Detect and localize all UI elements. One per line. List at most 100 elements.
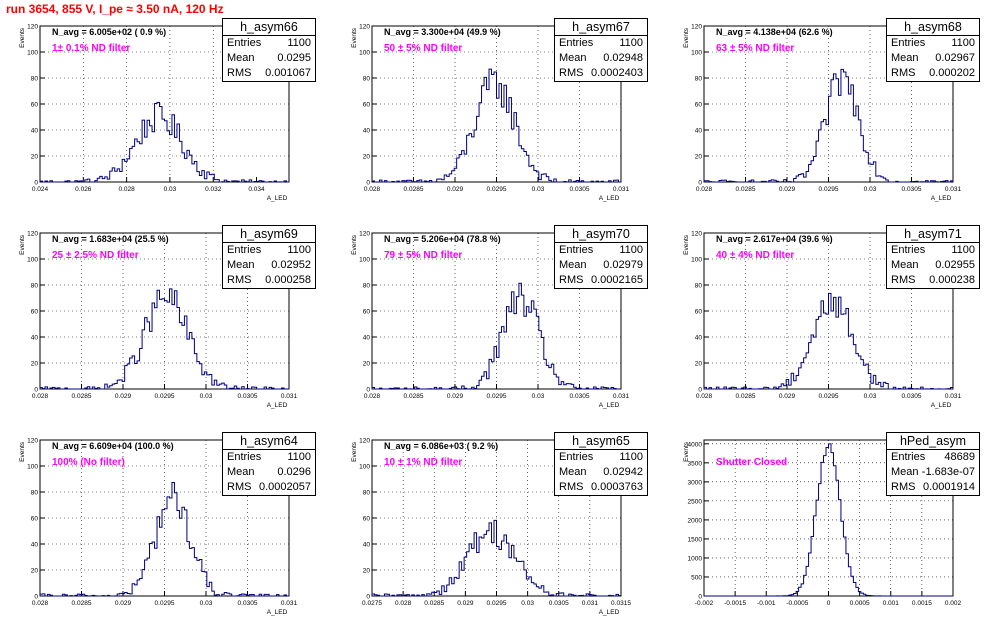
navg-label: N_avg = 3.300e+04 (49.9 %): [384, 27, 501, 37]
y-tick-label: 20: [363, 154, 371, 161]
y-tick-label: 100: [27, 464, 38, 471]
stats-label-rms: RMS: [559, 481, 584, 493]
x-tick-label: -0.0005: [786, 600, 808, 607]
stats-label-rms: RMS: [227, 274, 252, 286]
stats-value-entries: 48689: [944, 451, 975, 463]
stats-label-entries: Entries: [891, 451, 926, 463]
histogram-line: [371, 519, 622, 597]
y-axis-title: Events: [683, 441, 690, 462]
stats-row-rms: RMS 0.001067: [223, 66, 315, 81]
stats-label-mean: Mean: [559, 259, 587, 271]
stats-value-mean: 0.02948: [603, 52, 643, 64]
x-tick-label: 0.031: [281, 600, 298, 607]
x-tick-label: 0.028: [696, 186, 713, 193]
y-axis-title: Events: [19, 234, 26, 255]
y-tick-label: 500: [691, 574, 702, 581]
x-tick-label: 0.028: [364, 393, 381, 400]
y-tick-label: 0: [34, 594, 38, 601]
x-tick-label: 0.031: [613, 186, 630, 193]
filter-label: 25 ± 2.5% ND filter: [52, 250, 139, 261]
x-tick-label: 0.03: [532, 186, 545, 193]
x-tick-label: 0.0005: [850, 600, 870, 607]
x-tick-label: 0.0285: [72, 600, 92, 607]
y-tick-label: 120: [27, 24, 38, 31]
y-tick-label: 4000: [688, 441, 703, 448]
histogram-panel-h_asym68: 0.028 0.0285 0.029 0.0295 0.03 0.0305 0.031 0 20…: [664, 0, 996, 207]
x-tick-label: 0.029: [115, 600, 132, 607]
histogram-name: h_asym68: [887, 19, 979, 36]
stats-value-entries: 1100: [287, 37, 311, 49]
x-tick-label: 0.03: [521, 600, 534, 607]
histogram-line: [371, 68, 621, 183]
y-tick-label: 20: [31, 568, 39, 575]
histogram-panel-h_asym66: 0.024 0.026 0.028 0.03 0.032 0.034 0 20 40 60 80 10…: [0, 0, 332, 207]
stats-value-rms: 0.0001914: [923, 481, 975, 493]
x-tick-label: 0.0295: [487, 186, 507, 193]
x-tick-label: 0.0015: [912, 600, 932, 607]
y-tick-label: 120: [359, 438, 370, 445]
stats-row-rms: RMS 0.0001914: [887, 480, 979, 495]
histogram-name: h_asym70: [555, 226, 647, 243]
x-axis-title: A_LED: [267, 402, 288, 409]
histogram-panel-h_asym64: 0.028 0.0285 0.029 0.0295 0.03 0.0305 0.031 0 20…: [0, 414, 332, 621]
x-tick-label: 0.03: [532, 393, 545, 400]
stats-value-mean: 0.02979: [603, 259, 643, 271]
stats-row-rms: RMS 0.000258: [223, 273, 315, 288]
stats-row-mean: Mean 0.0295: [223, 51, 315, 66]
y-axis-title: Events: [683, 27, 690, 48]
histogram-name: h_asym64: [223, 433, 315, 450]
filter-label: 10 ± 1% ND filter: [384, 457, 463, 468]
y-tick-label: 20: [363, 361, 371, 368]
y-tick-label: 80: [363, 283, 371, 290]
y-tick-label: 20: [363, 568, 371, 575]
stats-row-entries: Entries 1100: [555, 243, 647, 258]
filter-label: 1± 0.1% ND filter: [52, 43, 131, 54]
histogram-panel-h_asym67: 0.028 0.0285 0.029 0.0295 0.03 0.0305 0.031 0 20…: [332, 0, 664, 207]
x-axis-title: A_LED: [931, 402, 952, 409]
stats-box: h_asym68 Entries 1100 Mean 0.02967 RMS 0.00020…: [886, 18, 980, 82]
y-tick-label: 40: [31, 542, 39, 549]
y-tick-label: 40: [31, 335, 39, 342]
y-tick-label: 40: [695, 128, 703, 135]
stats-label-rms: RMS: [891, 481, 916, 493]
stats-row-mean: Mean 0.02967: [887, 51, 979, 66]
x-tick-label: 0.002: [945, 600, 962, 607]
stats-box: h_asym69 Entries 1100 Mean 0.02952 RMS 0.00025…: [222, 225, 316, 289]
y-tick-label: 80: [31, 283, 39, 290]
y-tick-label: 20: [695, 154, 703, 161]
x-tick-label: 0.0305: [238, 600, 258, 607]
y-tick-label: 60: [31, 516, 39, 523]
histogram-plot: 0.028 0.0285 0.029 0.0295 0.03 0.0305 0.031 0 20…: [683, 24, 962, 203]
y-tick-label: 100: [359, 50, 370, 57]
stats-value-rms: 0.000238: [929, 274, 975, 286]
x-tick-label: 0.0285: [736, 393, 756, 400]
x-tick-label: 0.0305: [570, 186, 590, 193]
y-tick-label: 60: [363, 516, 371, 523]
stats-label-entries: Entries: [227, 244, 262, 256]
navg-label: N_avg = 5.206e+04 (78.8 %): [384, 234, 501, 244]
stats-label-rms: RMS: [559, 274, 584, 286]
x-tick-label: 0.03: [164, 186, 177, 193]
y-axis-title: Events: [351, 441, 358, 462]
y-tick-label: 20: [31, 154, 39, 161]
x-tick-label: 0.029: [457, 600, 474, 607]
run-title: run 3654, 855 V, I_pe ≈ 3.50 nA, 120 Hz: [6, 2, 224, 16]
stats-box: hPed_asym Entries 48689 Mean -1.683e-07 RMS 0.…: [886, 432, 980, 496]
x-tick-label: -0.002: [695, 600, 714, 607]
x-tick-label: 0.029: [447, 393, 464, 400]
x-tick-label: 0.028: [364, 186, 381, 193]
y-tick-label: 40: [31, 128, 39, 135]
stats-row-mean: Mean 0.02955: [887, 258, 979, 273]
x-tick-label: 0.0305: [902, 186, 922, 193]
stats-box: h_asym65 Entries 1100 Mean 0.02942 RMS 0.00037…: [554, 432, 648, 496]
histogram-line: [703, 68, 954, 183]
stats-row-entries: Entries 1100: [223, 243, 315, 258]
stats-row-entries: Entries 1100: [223, 36, 315, 51]
y-tick-label: 120: [27, 231, 38, 238]
stats-row-entries: Entries 1100: [555, 450, 647, 465]
y-tick-label: 0: [366, 387, 370, 394]
x-tick-label: 0.03: [864, 186, 877, 193]
stats-value-entries: 1100: [619, 37, 643, 49]
stats-box: h_asym64 Entries 1100 Mean 0.0296 RMS 0.000205…: [222, 432, 316, 496]
